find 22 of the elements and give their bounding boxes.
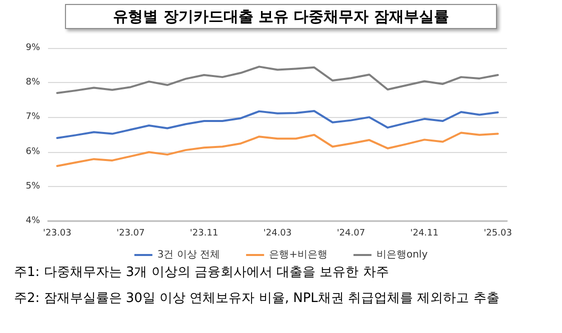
legend-label: 은행+비은행 — [269, 250, 328, 260]
chart-title: 유형별 장기카드대출 보유 다중채무자 잠재부실률 — [113, 8, 449, 26]
y-tick-label: 9% — [26, 43, 40, 53]
x-tick-label: '23.11 — [190, 228, 218, 238]
text: 주2: 잠재부실률은 30일 이상 연체보유자 비율, NPL채권 취급업체를 제외하고 추출 — [14, 291, 500, 306]
x-tick-label: '24.07 — [336, 228, 366, 238]
y-tick-label: 7% — [26, 112, 40, 122]
x-tick-label: '24.03 — [263, 228, 292, 238]
legend-label: 비은행only — [376, 250, 428, 260]
x-tick-label: '23.07 — [116, 228, 145, 238]
y-tick-label: 8% — [26, 78, 40, 88]
line-series — [56, 66, 499, 94]
legend-label: 3건 이상 전체 — [157, 250, 220, 260]
y-tick-label: 6% — [26, 146, 40, 157]
line-series — [56, 110, 499, 139]
line-series — [56, 132, 499, 167]
text: 주1: 다중채무자는 3개 이상의 금융회사에서 대출을 보유한 차주 — [14, 265, 389, 280]
y-tick-label: 5% — [26, 181, 40, 192]
y-tick-label: 4% — [26, 216, 40, 226]
x-tick-label: '24.11 — [410, 228, 439, 238]
x-tick-label: '25.03 — [484, 228, 512, 238]
x-tick-label: '23.03 — [43, 228, 72, 238]
